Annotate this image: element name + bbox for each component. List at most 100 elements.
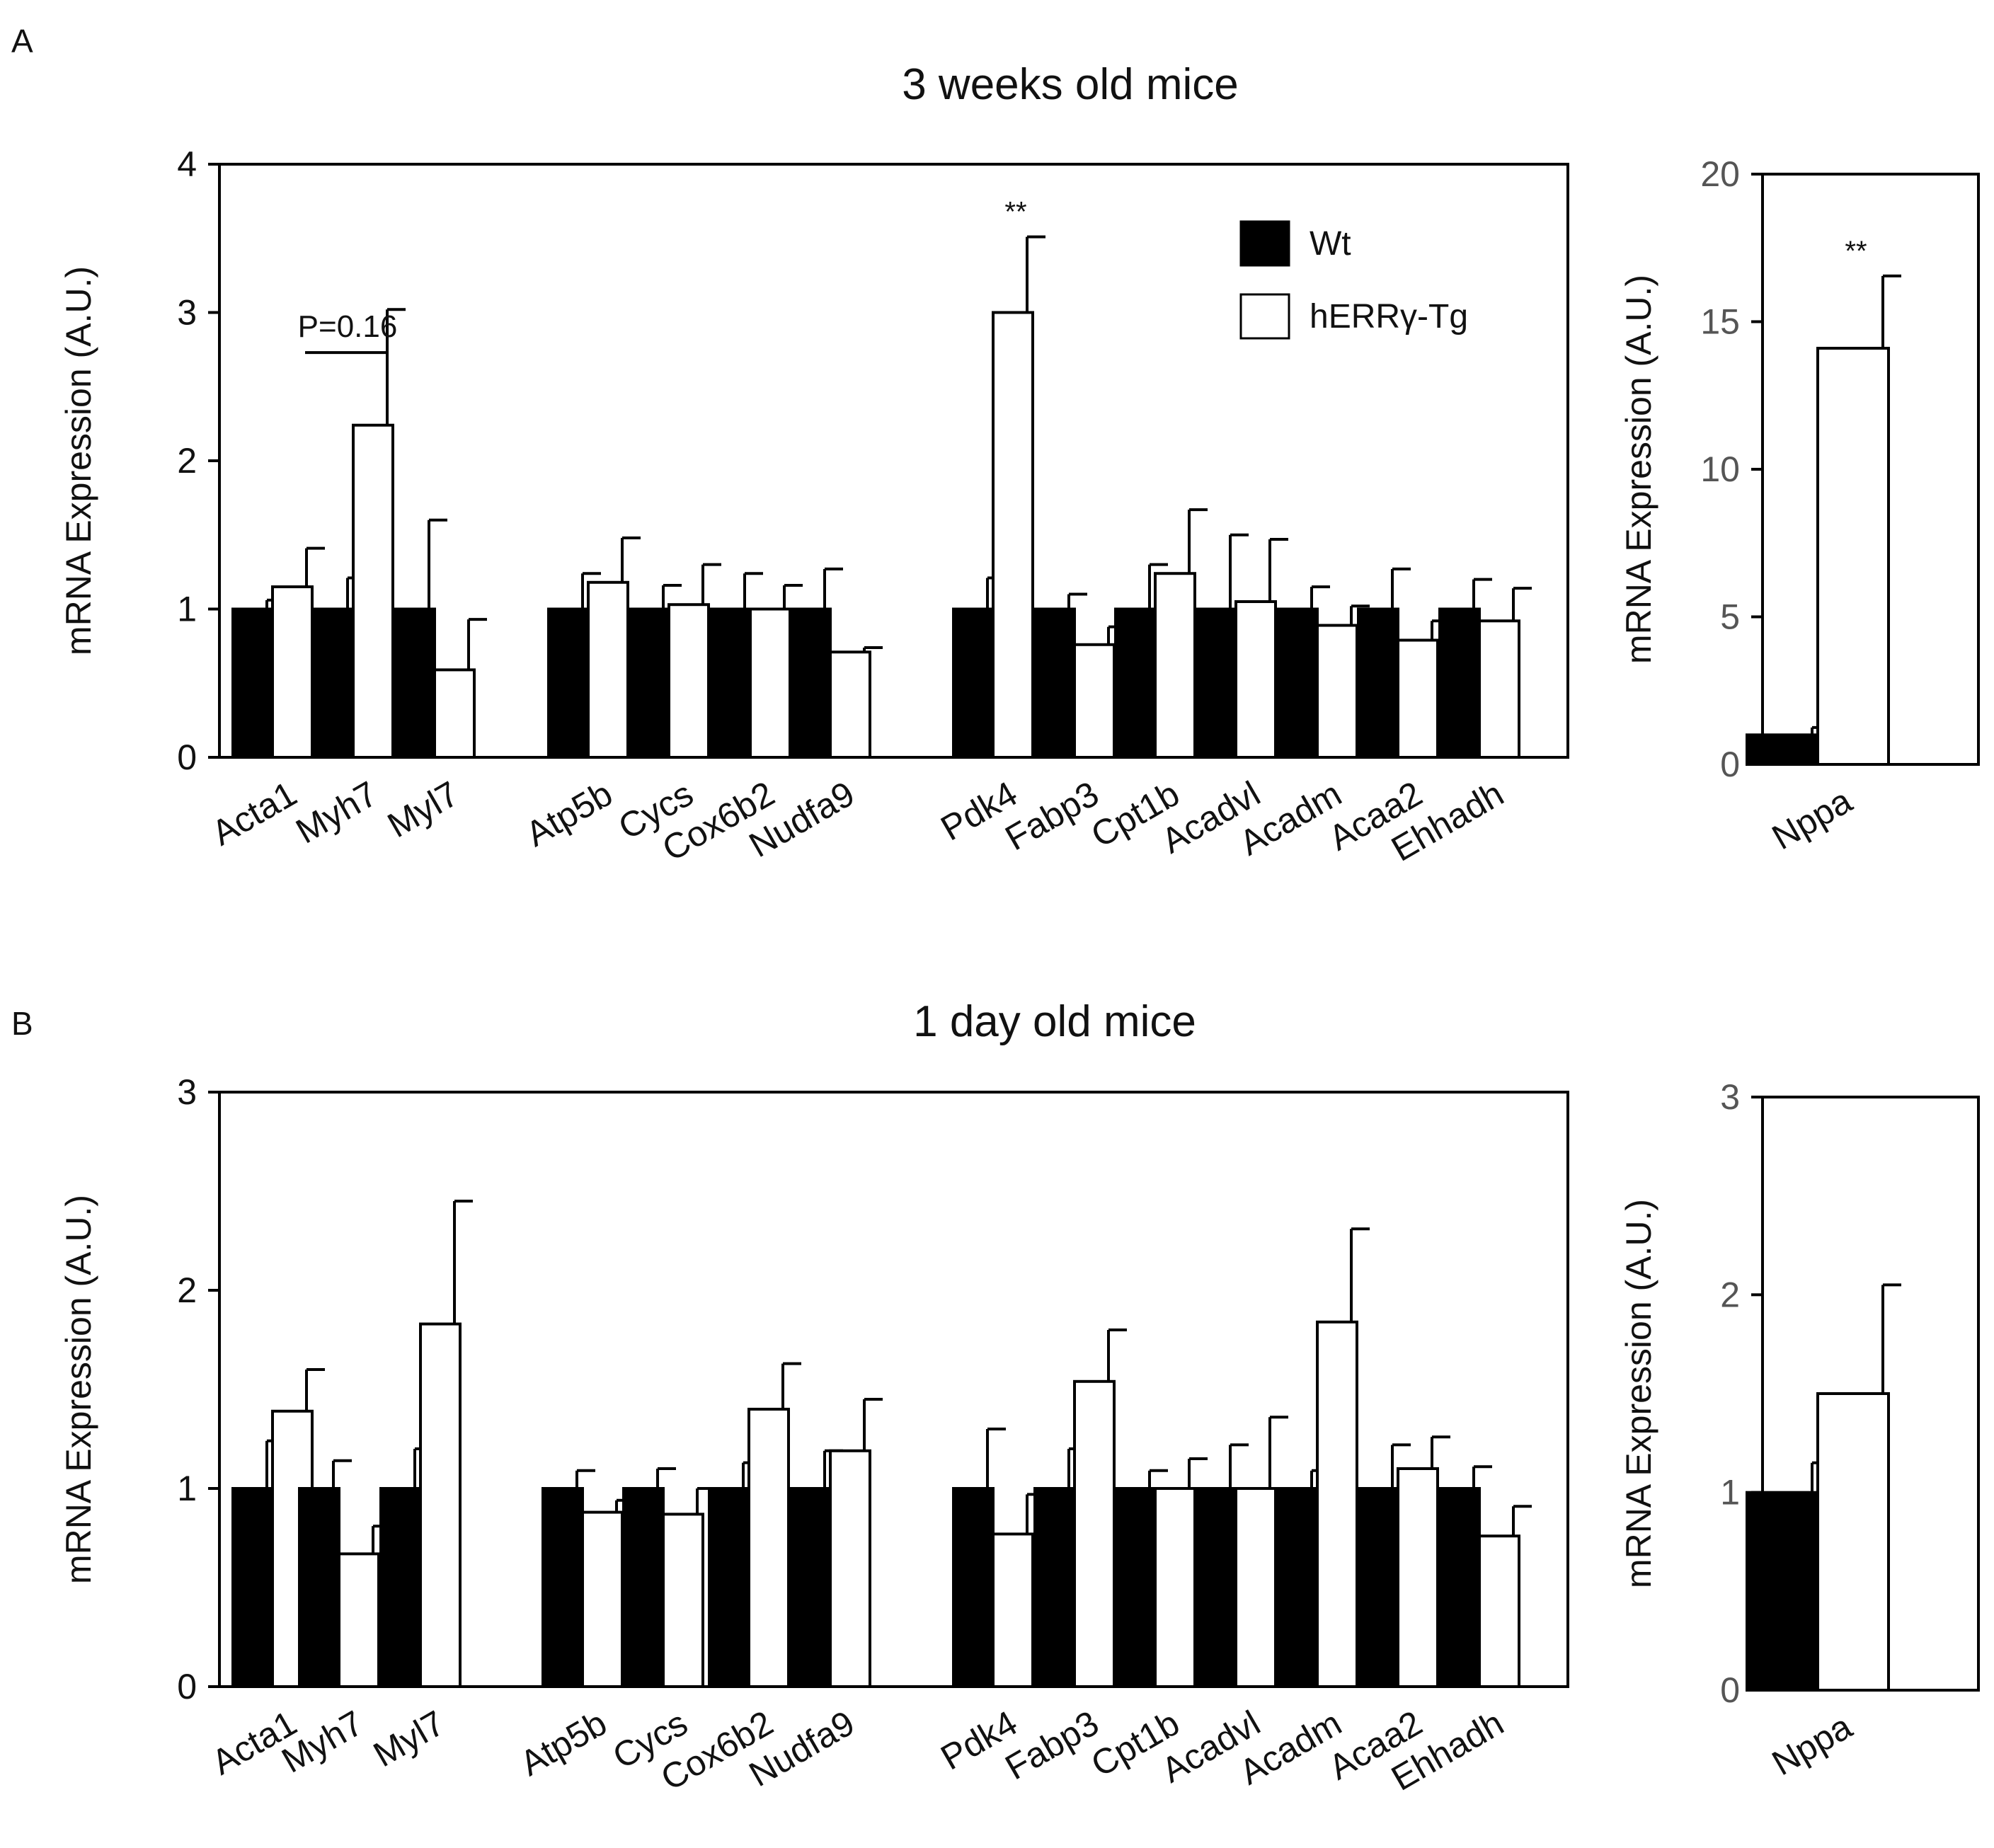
category-label-nppa: Nppa — [1765, 781, 1859, 857]
bar-wt-ehhadh — [1438, 607, 1481, 759]
category-label-fabp3: Fabp3 — [999, 774, 1106, 858]
bar-wt-pdk4 — [952, 607, 995, 759]
bar-tg-acadm — [1316, 624, 1358, 759]
category-label-nppa: Nppa — [1765, 1706, 1859, 1783]
bar-tg-fabp3 — [1073, 1379, 1116, 1689]
bar-tg-pdk4 — [992, 1532, 1034, 1688]
bar-tg-cycs — [667, 603, 710, 759]
legend-swatch-tg — [1239, 293, 1290, 340]
bar-tg-myh7 — [352, 423, 394, 759]
y-tick-label: 1 — [1720, 1473, 1740, 1513]
bar-wt-acadm — [1276, 1487, 1319, 1688]
y-axis-label: mRNA Expression (A.U.) — [59, 1195, 98, 1584]
bar-tg-myl7 — [433, 668, 476, 759]
p-value-label: P=0.16 — [298, 309, 398, 344]
legend-label-wt: Wt — [1310, 225, 1351, 263]
y-tick-label: 0 — [177, 1667, 197, 1706]
y-axis-label: mRNA Expression (A.U.) — [1619, 275, 1658, 664]
category-label-atp5b: Atp5b — [513, 1703, 613, 1784]
significance-marker: ** — [1004, 197, 1026, 228]
bar-wt-fabp3 — [1033, 1487, 1076, 1688]
bar-tg-cpt1b — [1154, 1487, 1196, 1688]
bar-wt-pdk4 — [952, 1487, 995, 1688]
bar-tg-cox6b2 — [749, 607, 791, 759]
chart-b-nppa: 0 1 2 3 mRNA Expression (A.U.) Nppa — [1619, 1077, 1980, 1783]
panel-a-title: 3 weeks old mice — [902, 60, 1239, 109]
y-tick-label: 0 — [1720, 745, 1740, 784]
chart-a-nppa: 0 5 10 15 20 mRNA Expression (A.U.) Nppa ** — [1619, 154, 1980, 857]
significance-marker: ** — [1845, 236, 1867, 267]
legend-label-tg: hERRγ-Tg — [1310, 298, 1468, 335]
bar-tg-ehhadh — [1478, 619, 1520, 759]
y-tick-label: 10 — [1700, 449, 1740, 489]
bar-wt-myl7 — [394, 607, 436, 759]
y-axis-label: mRNA Expression (A.U.) — [1619, 1199, 1658, 1588]
bar-wt-nudfa9 — [789, 1487, 832, 1688]
bar-wt-fabp3 — [1033, 607, 1076, 759]
bar-tg-nppa — [1816, 1392, 1890, 1692]
category-label-myh7: Myh7 — [290, 774, 384, 851]
bar-wt-cpt1b — [1114, 607, 1157, 759]
bar-wt-cox6b2 — [709, 607, 752, 759]
bar-wt-cox6b2 — [708, 1487, 750, 1688]
bar-tg-atp5b — [587, 580, 629, 759]
bar-tg-atp5b — [581, 1510, 624, 1689]
bar-wt-atp5b — [542, 1487, 584, 1688]
bar-wt-myh7 — [298, 1487, 340, 1688]
legend: Wt hERRγ-Tg — [1239, 220, 1468, 340]
bar-wt-myh7 — [312, 607, 355, 759]
bar-tg-acaa2 — [1397, 638, 1439, 759]
bar-tg-ehhadh — [1478, 1534, 1520, 1688]
bar-tg-acaa2 — [1397, 1467, 1439, 1688]
bar-wt-nppa — [1746, 733, 1819, 767]
bar-wt-cpt1b — [1114, 1487, 1157, 1688]
bar-wt-acaa2 — [1357, 1487, 1399, 1688]
y-tick-label: 15 — [1700, 302, 1740, 342]
y-tick-label: 4 — [177, 144, 197, 184]
bar-tg-nudfa9 — [829, 1449, 871, 1689]
bar-tg-fabp3 — [1073, 643, 1116, 759]
bar-wt-acta1 — [231, 1487, 274, 1688]
bar-tg-cpt1b — [1154, 572, 1196, 759]
y-axis-label: mRNA Expression (A.U.) — [59, 266, 98, 655]
y-tick-label: 0 — [177, 738, 197, 777]
plot-frame — [218, 1091, 1569, 1688]
bar-tg-acadm — [1316, 1320, 1358, 1689]
bar-tg-cycs — [662, 1513, 704, 1688]
bar-wt-cycs — [628, 607, 670, 759]
y-tick-label: 3 — [177, 1072, 197, 1112]
y-tick-label: 0 — [1720, 1670, 1740, 1710]
bar-wt-acadm — [1276, 607, 1319, 759]
bar-wt-cycs — [622, 1487, 665, 1688]
y-tick-label: 20 — [1700, 154, 1740, 194]
bar-wt-nppa — [1746, 1491, 1819, 1692]
bar-wt-myl7 — [379, 1487, 422, 1688]
category-label-fabp3: Fabp3 — [999, 1703, 1106, 1787]
bar-wt-nudfa9 — [789, 607, 832, 759]
y-tick-label: 3 — [1720, 1077, 1740, 1117]
bar-tg-nppa — [1816, 347, 1890, 766]
category-label-myl7: Myl7 — [367, 1703, 451, 1774]
bar-wt-acadvl — [1195, 607, 1237, 759]
bar-tg-acta1 — [271, 585, 314, 759]
bar-tg-myl7 — [419, 1322, 462, 1688]
bar-tg-nudfa9 — [829, 650, 871, 759]
panel-letter-b: B — [11, 1005, 33, 1042]
bar-wt-acaa2 — [1357, 607, 1399, 759]
bar-tg-acadvl — [1234, 600, 1277, 759]
panel-b-title: 1 day old mice — [913, 997, 1196, 1046]
bar-tg-cox6b2 — [747, 1408, 790, 1688]
bar-wt-atp5b — [547, 607, 590, 759]
panel-letter-a: A — [11, 23, 33, 59]
bar-tg-myh7 — [338, 1552, 380, 1688]
bar-tg-acadvl — [1234, 1487, 1277, 1688]
bar-wt-ehhadh — [1438, 1487, 1481, 1688]
legend-swatch-wt — [1239, 220, 1290, 267]
y-tick-label: 1 — [177, 1469, 197, 1508]
y-tick-label: 2 — [177, 441, 197, 481]
bar-wt-acta1 — [231, 607, 274, 759]
bar-tg-pdk4 — [992, 311, 1034, 759]
category-label-myl7: Myl7 — [381, 774, 465, 845]
